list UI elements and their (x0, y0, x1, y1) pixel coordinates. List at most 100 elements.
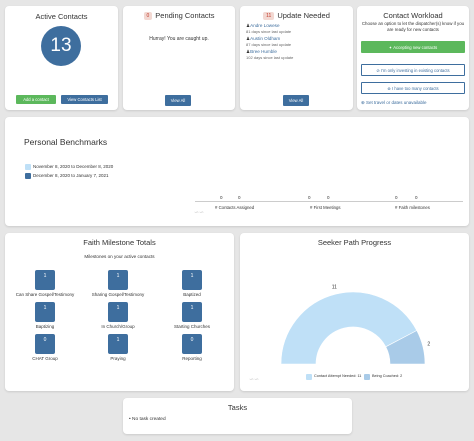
update-needed-header: 11 Update Needed (240, 11, 353, 21)
active-contacts-title: Active Contacts (35, 12, 88, 21)
faith-milestones-subtitle: Milestones on your active contacts (84, 254, 155, 259)
metric-label: # Contacts Assigned (215, 205, 255, 210)
person-icon: ♟ (246, 49, 251, 54)
contact-link[interactable]: ♟Austin Oldham (246, 36, 293, 42)
milestone-label: Starting Churches (173, 324, 211, 329)
seeker-path-chart: 11 2 ∽∽ (249, 284, 430, 383)
legend-label-current: December 8, 2020 to January 7, 2021 (33, 173, 109, 178)
metric-value-previous: 0 (308, 195, 311, 200)
metric-value-current: 0 (415, 195, 418, 200)
legend-label-series-1: Being Coached: 2 (372, 374, 403, 378)
milestone-tile[interactable]: 1 (182, 302, 202, 322)
chart-watermark-icon: ∽∽ (249, 377, 259, 383)
too-many-contacts-button[interactable]: ⊗ I have too many contacts (361, 82, 465, 94)
bullet-icon: • (129, 417, 133, 422)
milestone-value: 1 (43, 273, 47, 279)
legend-label-previous: November 8, 2020 to December 8, 2020 (33, 164, 114, 169)
milestone-tile[interactable]: 1 (35, 302, 55, 322)
milestone-value: 1 (116, 305, 120, 311)
gauge-segment-0[interactable] (280, 291, 418, 365)
contact-workload-card: Contact Workload Choose an option to let… (357, 6, 469, 110)
milestone-value: 1 (116, 273, 120, 279)
task-empty-message: No task created (132, 417, 166, 422)
update-view-all-button[interactable]: View All (283, 95, 309, 106)
set-travel-link[interactable]: ⊕ Set travel or dates unavailable (361, 100, 427, 105)
active-contacts-count[interactable]: 13 (41, 26, 81, 66)
milestone-value: 1 (43, 305, 47, 311)
person-icon: ♟ (246, 36, 251, 41)
gauge-segment-1[interactable] (385, 330, 426, 365)
pending-contacts-card: 0 Pending Contacts Hurray! You are caught… (123, 6, 235, 110)
milestone-value: 0 (43, 337, 47, 343)
milestone-tile[interactable]: 0 (35, 334, 55, 354)
milestone-value: 1 (116, 337, 120, 343)
milestone-value: 1 (190, 273, 194, 279)
contact-detail: 87 days since last update (246, 42, 292, 47)
person-icon: ♟ (246, 23, 251, 28)
milestone-label: Reporting (182, 356, 202, 361)
legend-swatch-series-1 (364, 374, 370, 380)
contact-name[interactable]: Austin Oldham (250, 36, 281, 41)
pending-view-all-button[interactable]: View All (165, 95, 191, 106)
workload-description: Choose an option to let the dispatcher(s… (361, 21, 465, 33)
contact-name[interactable]: Andre Lowese (250, 23, 280, 28)
benchmarks-baseline (195, 201, 463, 202)
contact-detail: 102 days since last update (246, 55, 294, 60)
tasks-title: Tasks (227, 403, 248, 412)
milestone-label: In Church/Group (101, 324, 135, 329)
task-list-item: • No task created (129, 417, 166, 422)
pending-contacts-header: 0 Pending Contacts (123, 11, 235, 21)
metric-label: # First Meetings (310, 205, 341, 210)
milestone-tile[interactable]: 1 (108, 302, 128, 322)
gauge-data-label-0: 11 (332, 284, 337, 290)
metric-value-current: 0 (327, 195, 330, 200)
pending-contacts-title: Pending Contacts (155, 11, 215, 20)
milestone-label: Praying (110, 356, 126, 361)
milestone-label: Baptized (183, 292, 201, 297)
milestone-value: 1 (190, 305, 194, 311)
legend-swatch-current (25, 173, 31, 179)
seeker-path-card: Seeker Path Progress 11 2 ∽∽ Contact Atte… (240, 233, 469, 391)
contact-name[interactable]: Bree Humble (250, 49, 277, 54)
milestone-value: 0 (190, 337, 194, 343)
metric-value-previous: 0 (395, 195, 398, 200)
legend-label-series-0: Contact Attempt Needed: 11 (314, 374, 362, 378)
faith-milestones-card: Faith Milestone Totals Milestones on you… (5, 233, 234, 391)
seeker-path-title: Seeker Path Progress (317, 238, 392, 247)
list-item: ♟Austin Oldham 87 days since last update (246, 36, 293, 47)
update-list: ♟Andre Lowese 81 days since last update … (246, 23, 293, 60)
milestone-label: CHAT Group (32, 356, 58, 361)
milestone-tile[interactable]: 1 (182, 270, 202, 290)
active-contacts-card: Active Contacts 13 Add a contact View Co… (5, 6, 118, 110)
view-contacts-list-button[interactable]: View Contacts List (61, 95, 108, 104)
legend-swatch-previous (25, 164, 31, 170)
metric-value-previous: 0 (220, 195, 223, 200)
add-contact-button[interactable]: Add a contact (16, 95, 56, 104)
benchmarks-title: Personal Benchmarks (24, 137, 108, 147)
update-needed-title: Update Needed (277, 11, 330, 20)
gauge-data-label-1: 2 (427, 341, 430, 347)
contact-link[interactable]: ♟Bree Humble (246, 49, 293, 55)
milestone-tile[interactable]: 1 (108, 270, 128, 290)
list-item: ♟Andre Lowese 81 days since last update (246, 23, 293, 34)
tasks-card: Tasks • No task created (123, 398, 352, 434)
metric-label: # Faith milestones (395, 205, 430, 210)
milestone-tile[interactable]: 1 (35, 270, 55, 290)
milestone-tile[interactable]: 0 (182, 334, 202, 354)
accepting-contacts-button[interactable]: ✦ Accepting new contacts (361, 41, 465, 53)
list-item: ♟Bree Humble 102 days since last update (246, 49, 293, 60)
update-needed-card: 11 Update Needed ♟Andre Lowese 81 days si… (240, 6, 353, 110)
pending-contacts-message: Hurray! You are caught up. (149, 36, 209, 42)
metric-value-current: 0 (238, 195, 241, 200)
chart-watermark-icon: ∽∽ (194, 210, 205, 216)
investing-existing-button[interactable]: ⊘ I'm only investing in existing contact… (361, 64, 465, 76)
contact-link[interactable]: ♟Andre Lowese (246, 23, 293, 29)
active-contacts-count-text: 13 (50, 35, 72, 56)
legend-swatch-series-0 (306, 374, 312, 380)
milestone-label: Baptizing (35, 324, 55, 329)
milestone-tile[interactable]: 1 (108, 334, 128, 354)
contact-detail: 81 days since last update (246, 29, 292, 34)
pending-count-badge: 0 (143, 12, 153, 21)
update-count-badge: 11 (263, 12, 275, 21)
faith-milestones-title: Faith Milestone Totals (83, 238, 156, 247)
